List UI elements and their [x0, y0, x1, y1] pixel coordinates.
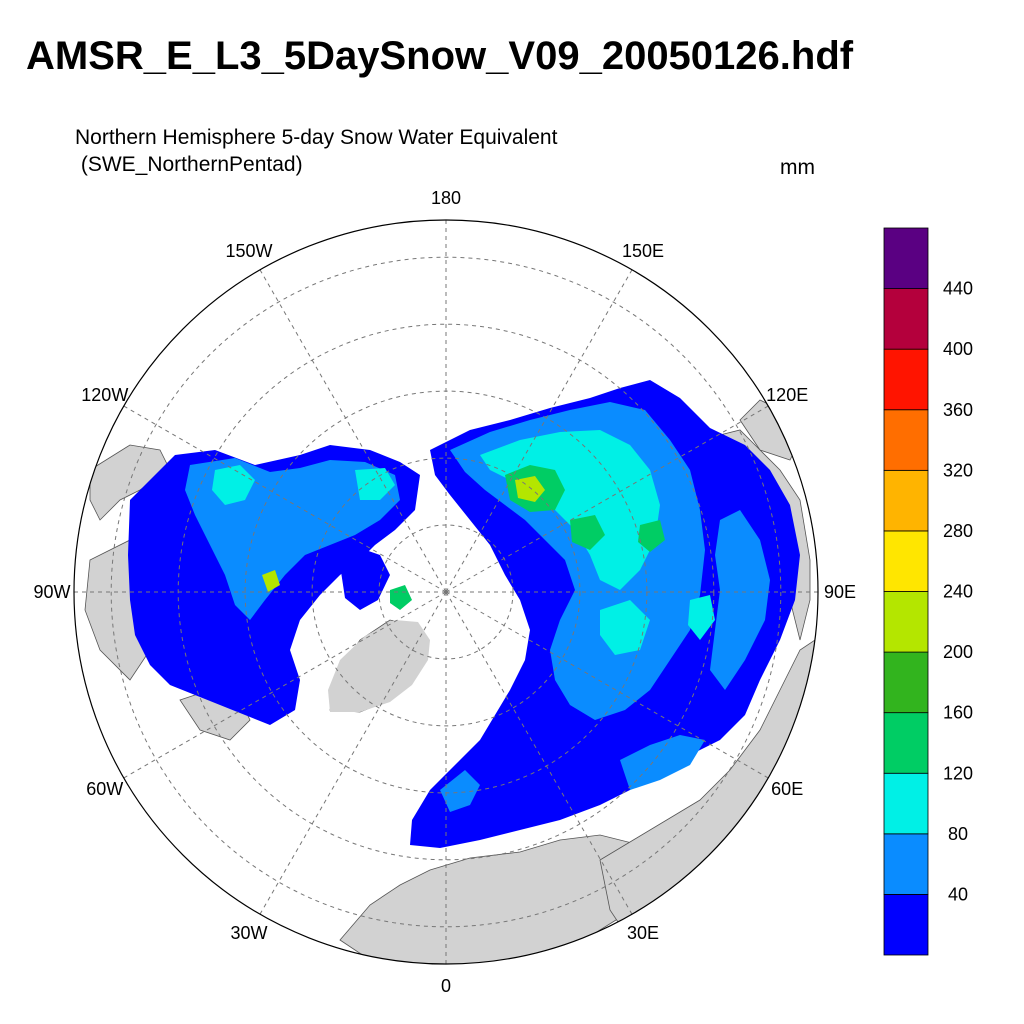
- map-boundary: [73, 219, 819, 965]
- colorbar-swatch: [883, 409, 929, 471]
- longitude-label-180: 180: [431, 188, 461, 208]
- figure-title: AMSR_E_L3_5DaySnow_V09_20050126.hdf: [26, 34, 854, 78]
- longitude-label-90w: 90W: [33, 582, 70, 602]
- colorbar-label: 80: [948, 824, 968, 844]
- meridian-line: [445, 591, 633, 915]
- subtitle-line1: Northern Hemisphere 5-day Snow Water Equ…: [75, 126, 558, 149]
- colorbar-swatch: [883, 833, 929, 895]
- colorbar-swatch: [883, 591, 929, 653]
- colorbar-label: 400: [943, 339, 973, 359]
- longitude-labels: 180 150E 120E 90E 60E 30E 0 30W 60W 90W 120W 150W: [33, 188, 856, 996]
- map-content: [84, 380, 818, 964]
- latitude-circle: [311, 457, 581, 727]
- meridian-line: [259, 269, 447, 593]
- colorbar-label: 200: [943, 642, 973, 662]
- colorbar-label: 360: [943, 400, 973, 420]
- colorbar-label: 240: [943, 582, 973, 602]
- colorbar-label: 320: [943, 460, 973, 480]
- longitude-label-90e: 90E: [824, 582, 856, 602]
- meridian-line: [445, 405, 769, 593]
- latitude-circle: [110, 256, 782, 928]
- meridian-line: [123, 405, 447, 593]
- meridian-line: [259, 591, 447, 915]
- units-label: mm: [780, 156, 815, 179]
- colorbar-label: 160: [943, 703, 973, 723]
- colorbar-swatch: [883, 651, 929, 714]
- greenland-land: [328, 620, 430, 712]
- colorbar-label: 280: [943, 521, 973, 541]
- graticule: [74, 220, 818, 964]
- colorbar-swatch: [883, 894, 929, 956]
- longitude-label-60e: 60E: [771, 779, 803, 799]
- meridian-line: [445, 591, 769, 779]
- longitude-label-150e: 150E: [622, 241, 664, 261]
- colorbar: 40 80 120 160 200 240 280 320 360 400 440: [883, 227, 973, 956]
- longitude-label-30w: 30W: [230, 923, 267, 943]
- colorbar-swatch: [883, 469, 929, 532]
- longitude-label-120w: 120W: [81, 385, 128, 405]
- longitude-label-120e: 120E: [766, 385, 808, 405]
- subtitle-line2: (SWE_NorthernPentad): [75, 153, 303, 176]
- colorbar-swatch: [883, 227, 929, 289]
- meridian-line: [445, 269, 633, 593]
- longitude-label-30e: 30E: [627, 923, 659, 943]
- colorbar-swatch: [883, 288, 929, 350]
- longitude-label-60w: 60W: [86, 779, 123, 799]
- colorbar-swatch: [883, 712, 929, 774]
- colorbar-swatch: [883, 772, 929, 835]
- colorbar-label: 40: [948, 884, 968, 904]
- colorbar-label: 440: [943, 279, 973, 299]
- snow-very-high: [390, 465, 665, 610]
- variable-description: Northern Hemisphere 5-day Snow Water Equ…: [75, 124, 557, 178]
- colorbar-label: 120: [943, 763, 973, 783]
- colorbar-swatch: [883, 530, 929, 592]
- longitude-label-150w: 150W: [225, 241, 272, 261]
- meridian-line: [123, 591, 447, 779]
- longitude-label-0: 0: [441, 976, 451, 996]
- colorbar-swatch: [883, 348, 929, 411]
